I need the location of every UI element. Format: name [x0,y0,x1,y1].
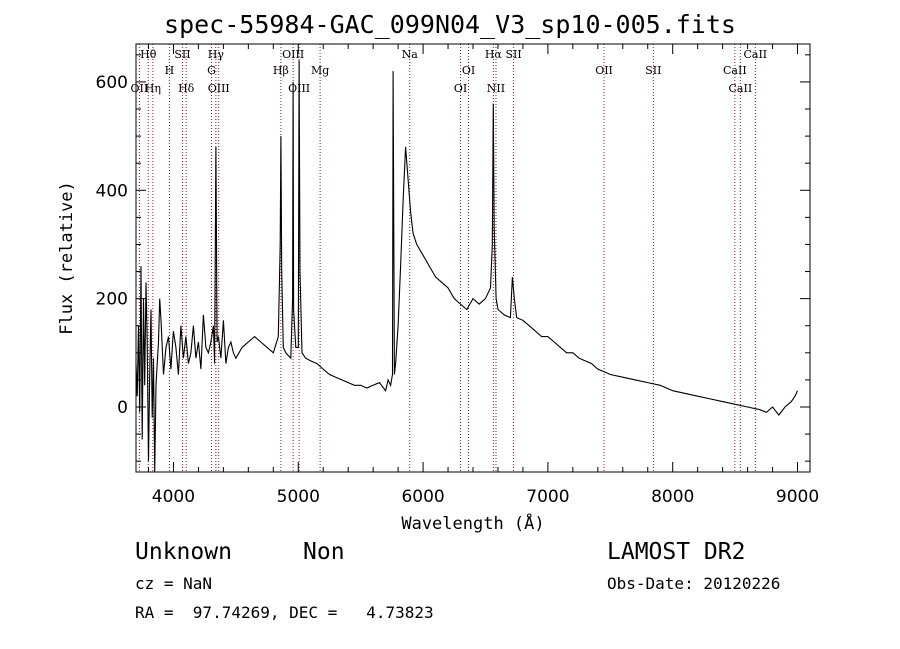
x-axis-label: Wavelength (Å) [401,512,544,534]
line-marker-label-0: Hθ [140,48,157,61]
y-tick-label: 400 [96,181,128,201]
x-tick-label: 9000 [776,487,819,507]
x-tick-label: 7000 [526,487,569,507]
line-marker-label-5: Hδ [178,82,195,95]
x-tick-label: 5000 [277,487,320,507]
obs-date-label: Obs-Date: 20120226 [607,574,781,593]
line-marker-label-22: CaII [729,82,753,95]
line-marker-label-18: SII [505,48,521,61]
coordinates-label: RA = 97.74269, DEC = 4.73823 [135,603,434,622]
redshift-label: cz = NaN [135,574,213,593]
line-marker-label-13: Na [402,48,419,61]
line-marker-label-2: Hη [145,82,161,95]
y-tick-label: 0 [117,398,128,418]
line-marker-label-9: Hβ [273,64,289,77]
line-marker-label-12: Mg [311,64,329,77]
line-marker-label-20: SII [645,64,661,77]
line-marker-label-6: Hγ [208,48,225,61]
line-marker-label-3: H [165,64,175,77]
y-axis-label: Flux (relative) [57,181,77,335]
survey-label: LAMOST DR2 [607,539,746,565]
line-marker-label-7: G [207,64,216,77]
line-marker-label-16: Hα [485,48,503,61]
line-marker-label-4: SII [174,48,190,61]
y-tick-label: 600 [96,73,128,93]
line-marker-label-15: OI [462,64,475,77]
line-marker-label-23: CaII [743,48,767,61]
line-marker-label-10: OIII [282,48,304,61]
line-marker-label-19: OII [595,64,613,77]
line-marker-label-17: NII [487,82,505,95]
object-subclass-label: Non [303,539,345,565]
chart-title: spec-55984-GAC_099N04_V3_sp10-005.fits [164,10,736,39]
y-tick-label: 200 [96,290,128,310]
x-tick-label: 4000 [152,487,195,507]
line-marker-label-14: OI [454,82,467,95]
line-marker-label-1: OII [131,82,149,95]
plot-frame [135,43,811,473]
object-class-label: Unknown [135,539,232,565]
line-marker-label-8: OIII [208,82,230,95]
x-tick-label: 6000 [401,487,444,507]
x-tick-label: 8000 [651,487,694,507]
line-marker-label-21: CaII [723,64,747,77]
spectrum-line [135,60,799,473]
